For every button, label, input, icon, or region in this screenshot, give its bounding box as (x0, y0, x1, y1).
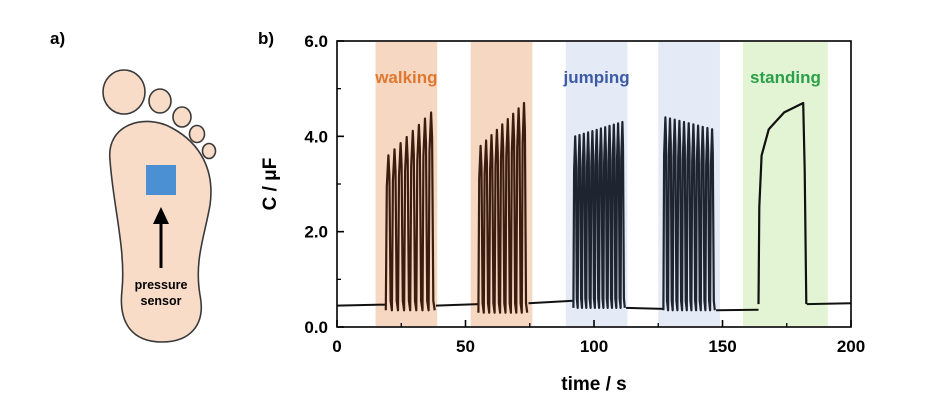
pressure-sensor-square (146, 165, 176, 195)
series-baseline (336, 299, 852, 312)
series-jumping-1 (572, 120, 626, 309)
series-walking-2 (477, 101, 529, 314)
series-jumping-2 (662, 116, 716, 312)
toe-3 (172, 106, 192, 128)
x-tick-label: 100 (580, 337, 608, 356)
sensor-label-line2: sensor (141, 294, 182, 308)
capacitance-chart: walking jumping standing 0 50 100 150 200 0.0 2.… (260, 32, 865, 395)
series-walking-1 (384, 111, 436, 312)
toe-2 (148, 88, 172, 114)
sensor-label-line1: pressure (135, 278, 188, 292)
toe-4 (188, 124, 206, 144)
data-series (336, 101, 852, 314)
y-tick-label: 0.0 (304, 318, 328, 337)
panel-a-label: a) (50, 29, 65, 48)
panel-b-label: b) (258, 29, 274, 48)
foot-illustration: pressure sensor (102, 69, 217, 343)
x-axis-title: time / s (561, 374, 626, 395)
series-standing (757, 101, 808, 305)
x-tick-label: 150 (708, 337, 736, 356)
big-toe (102, 69, 146, 115)
y-tick-label: 6.0 (304, 32, 328, 51)
y-tick-label: 2.0 (304, 223, 328, 242)
band-label-standing: standing (750, 68, 821, 87)
band-label-walking: walking (374, 68, 437, 87)
x-tick-label: 0 (332, 337, 341, 356)
x-tick-label: 50 (456, 337, 475, 356)
y-axis-title: C / μF (260, 158, 281, 211)
x-tick-label: 200 (837, 337, 865, 356)
toe-5 (201, 142, 217, 160)
axis-ticks: 0 50 100 150 200 0.0 2.0 4.0 6.0 (304, 32, 865, 356)
band-label-jumping: jumping (563, 68, 630, 87)
band-standing (743, 42, 828, 326)
arrow-head (153, 207, 169, 224)
y-tick-label: 4.0 (304, 127, 328, 146)
